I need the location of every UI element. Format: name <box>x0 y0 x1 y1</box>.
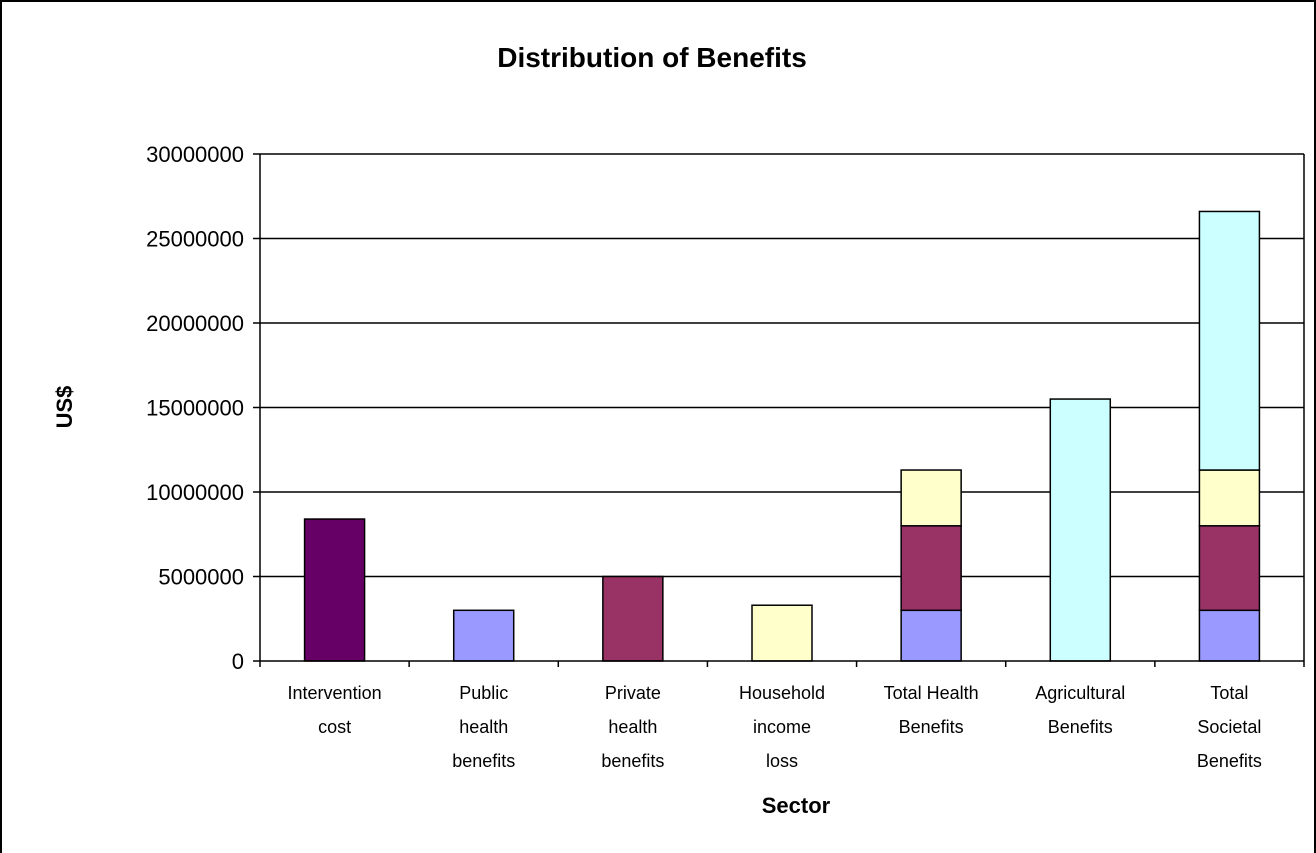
x-tick-label: Societal <box>1197 717 1261 737</box>
chart-title: Distribution of Benefits <box>497 42 807 73</box>
x-tick-label: cost <box>318 717 351 737</box>
y-tick-label: 15000000 <box>146 396 244 421</box>
plot-area: 0 5000000 10000000 15000000 20000000 25000000… <box>146 142 1305 771</box>
bar-segment <box>452 609 515 662</box>
x-tick-label: income <box>753 717 811 737</box>
bar-segment <box>602 575 664 662</box>
x-tick-label: Benefits <box>899 717 964 737</box>
x-tick-label: Benefits <box>1197 751 1262 771</box>
x-tick-label: Household <box>739 683 825 703</box>
x-tick-label: health <box>608 717 657 737</box>
y-tick-label: 0 <box>232 649 244 674</box>
x-tick-label: Agricultural <box>1035 683 1125 703</box>
y-tick-label: 30000000 <box>146 142 244 167</box>
x-tick-label: Private <box>605 683 661 703</box>
bar-segment <box>1049 398 1112 662</box>
bar-segment <box>303 518 366 662</box>
x-tick-label: benefits <box>601 751 664 771</box>
x-tick-label: Total <box>1210 683 1248 703</box>
x-tick-label: Intervention <box>288 683 382 703</box>
x-tick-label: Benefits <box>1048 717 1113 737</box>
x-tick-label: loss <box>766 751 798 771</box>
x-tick-label: benefits <box>452 751 515 771</box>
bar-segment <box>751 604 813 662</box>
bar-segment <box>900 469 962 527</box>
y-tick-label: 25000000 <box>146 227 244 252</box>
bar-segment <box>900 609 962 662</box>
bar-segment <box>1198 525 1261 612</box>
y-tick-label: 5000000 <box>158 565 244 590</box>
bar-segment <box>1198 469 1261 527</box>
x-axis-title: Sector <box>762 793 831 818</box>
y-axis-title: US$ <box>52 386 77 429</box>
x-tick-label: Total Health <box>884 683 979 703</box>
y-tick-label: 20000000 <box>146 311 244 336</box>
x-tick-label: health <box>459 717 508 737</box>
bar-segment <box>900 525 962 612</box>
x-tick-label: Public <box>459 683 508 703</box>
y-tick-label: 10000000 <box>146 480 244 505</box>
bar-segment <box>1198 609 1261 662</box>
bar-segment <box>1198 210 1261 471</box>
